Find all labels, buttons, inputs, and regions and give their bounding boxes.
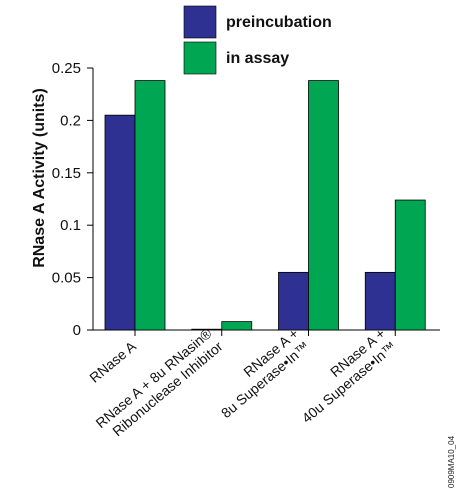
bar-in-assay-2 (308, 80, 339, 331)
x-category-text: RNase A (86, 338, 139, 386)
legend: preincubation in assay (183, 5, 332, 75)
x-category-text: RNase A +8u Superase•In™ (207, 325, 312, 421)
x-category-label: RNase A +40u Superase•In™ (288, 325, 399, 426)
bar-preincubation-0 (104, 114, 136, 331)
legend-label: preincubation (226, 14, 332, 31)
legend-swatch (183, 41, 217, 75)
bars (104, 80, 426, 336)
x-category-text: RNase A + 8u RNasin®Ribonuclease Inhibit… (93, 325, 227, 445)
legend-label: in assay (226, 50, 289, 67)
bar-preincubation-2 (278, 271, 309, 331)
y-tick-label: 0.15 (52, 165, 81, 182)
x-category-label: RNase A (86, 338, 139, 386)
legend-swatch (183, 5, 217, 39)
figure-code: 0909MA10_04 (447, 435, 456, 488)
x-category-line: RNase A + 8u RNasin® (93, 325, 216, 432)
y-axis-title: RNase A Activity (units) (31, 88, 48, 268)
x-category-line: RNase A (86, 338, 139, 386)
y-axis: 0 0.05 0.1 0.15 0.2 0.25 (52, 60, 440, 339)
bar-in-assay-3 (394, 199, 426, 331)
y-tick-label: 0.1 (60, 217, 81, 234)
bar-in-assay-0 (134, 80, 166, 331)
y-tick-label: 0 (73, 322, 81, 339)
bar-preincubation-3 (364, 271, 396, 331)
x-category-text: RNase A +40u Superase•In™ (288, 325, 399, 426)
y-tick-label: 0.25 (52, 60, 81, 77)
y-tick-label: 0.05 (52, 270, 81, 287)
x-category-label: RNase A +8u Superase•In™ (207, 325, 313, 421)
x-category-label: RNase A + 8u RNasin®Ribonuclease Inhibit… (93, 325, 227, 445)
y-tick-label: 0.2 (60, 112, 81, 129)
bar-in-assay-1 (221, 321, 253, 331)
